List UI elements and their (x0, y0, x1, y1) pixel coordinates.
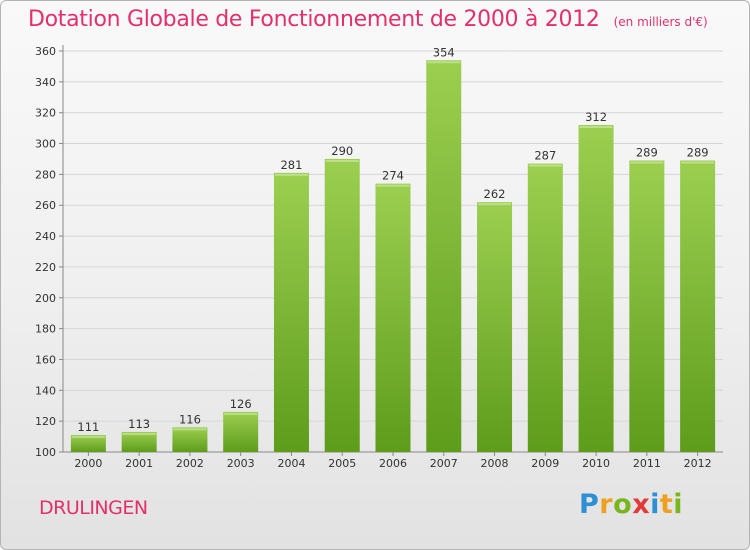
x-tick-label: 2008 (481, 457, 509, 470)
y-tick-label: 260 (35, 199, 56, 212)
x-tick-label: 2003 (227, 457, 255, 470)
city-name: DRULINGEN (39, 497, 148, 519)
bar-2009 (527, 163, 563, 453)
value-label: 289 (636, 146, 658, 160)
y-tick-label: 100 (35, 446, 56, 459)
value-label: 281 (280, 158, 302, 172)
x-tick-label: 2006 (379, 457, 407, 470)
y-tick-label: 120 (35, 415, 56, 428)
bar-2000 (70, 435, 106, 452)
y-tick-label: 300 (35, 138, 56, 151)
y-tick-label: 340 (35, 76, 56, 89)
bar-highlight (528, 164, 562, 167)
chart-title: Dotation Globale de Fonctionnement de 20… (28, 7, 708, 32)
y-tick-label: 180 (35, 323, 56, 336)
bar-2003 (223, 411, 259, 452)
proxiti-logo[interactable]: Proxiti (579, 489, 684, 520)
value-label: 354 (433, 45, 455, 59)
bar-highlight (630, 161, 664, 164)
bar-highlight (478, 203, 512, 206)
y-tick-label: 160 (35, 353, 56, 366)
bar-highlight (681, 161, 715, 164)
bar-highlight (224, 412, 258, 415)
y-tick-label: 220 (35, 261, 56, 274)
value-label: 274 (382, 169, 404, 183)
x-tick-label: 2010 (582, 457, 610, 470)
bar-2011 (629, 160, 665, 452)
labels: 100 120 140 160 180 200 220 240 260 280 300 320 340 3… (35, 45, 712, 470)
value-label: 287 (534, 149, 556, 163)
bar-highlight (325, 159, 359, 162)
bar-highlight (579, 126, 613, 129)
y-tick-label: 240 (35, 230, 56, 243)
y-tick-label: 140 (35, 384, 56, 397)
y-tick-label: 360 (35, 45, 56, 58)
y-tick-label: 200 (35, 292, 56, 305)
value-label: 312 (585, 110, 607, 124)
x-tick-label: 2002 (176, 457, 204, 470)
bar-highlight (173, 428, 207, 431)
value-label: 113 (128, 417, 150, 431)
bar-highlight (427, 61, 461, 64)
x-tick-label: 2011 (633, 457, 661, 470)
bar-highlight (122, 432, 156, 435)
x-tick-label: 2009 (531, 457, 559, 470)
x-tick-label: 2007 (430, 457, 458, 470)
bar-2002 (172, 427, 208, 452)
bar-highlight (274, 173, 308, 176)
x-tick-label: 2004 (277, 457, 305, 470)
value-label: 126 (230, 397, 252, 411)
bar-2001 (121, 431, 157, 452)
bar-highlight (376, 184, 410, 187)
value-label: 290 (331, 144, 353, 158)
bar-2007 (426, 60, 462, 452)
value-label: 262 (484, 187, 506, 201)
bar-2004 (273, 172, 309, 453)
bar-2005 (324, 158, 360, 452)
bar-2010 (578, 125, 614, 453)
value-label: 116 (179, 412, 201, 426)
bar-2012 (680, 160, 716, 452)
bar-highlight (71, 436, 105, 439)
bar-2006 (375, 183, 411, 452)
bar-2008 (477, 202, 513, 452)
x-tick-label: 2001 (125, 457, 153, 470)
chart-title-text: Dotation Globale de Fonctionnement de 20… (28, 7, 600, 32)
x-tick-label: 2000 (74, 457, 102, 470)
x-tick-label: 2005 (328, 457, 356, 470)
y-tick-label: 280 (35, 168, 56, 181)
chart-subtitle: (en milliers d'€) (613, 15, 708, 29)
y-tick-label: 320 (35, 107, 56, 120)
x-tick-label: 2012 (684, 457, 712, 470)
bars (70, 60, 716, 453)
value-label: 111 (77, 420, 99, 434)
value-label: 289 (687, 146, 709, 160)
